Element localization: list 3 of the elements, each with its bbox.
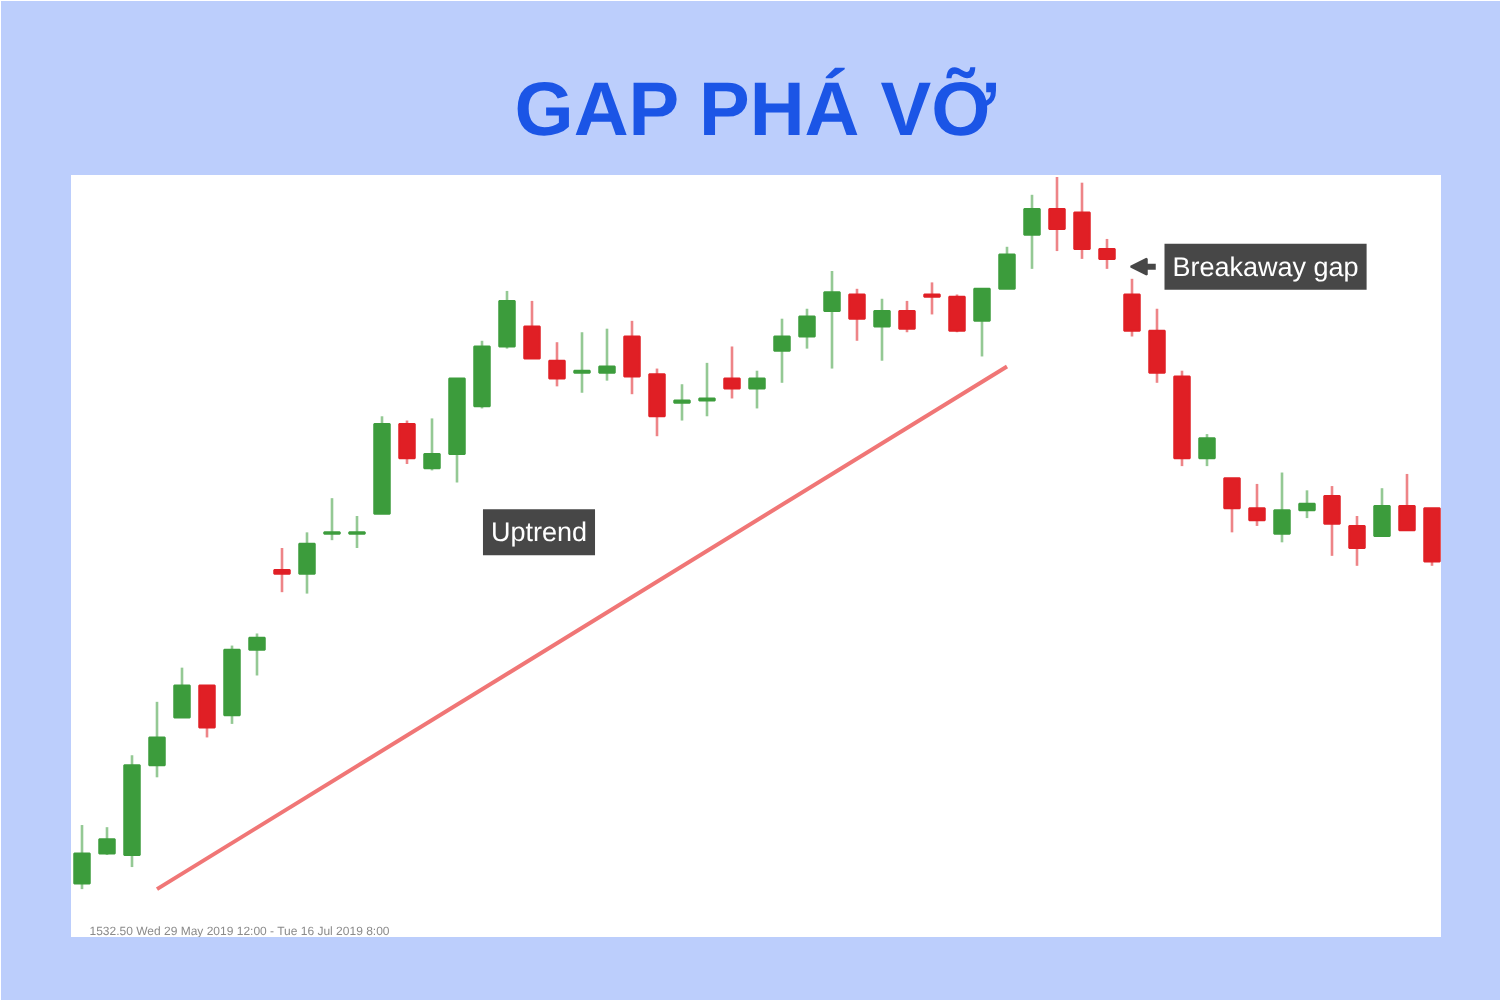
chart-title: GAP PHÁ VỠ	[514, 67, 998, 153]
annotation: Breakaway gap	[1172, 251, 1359, 282]
annotation: Uptrend	[490, 517, 588, 548]
